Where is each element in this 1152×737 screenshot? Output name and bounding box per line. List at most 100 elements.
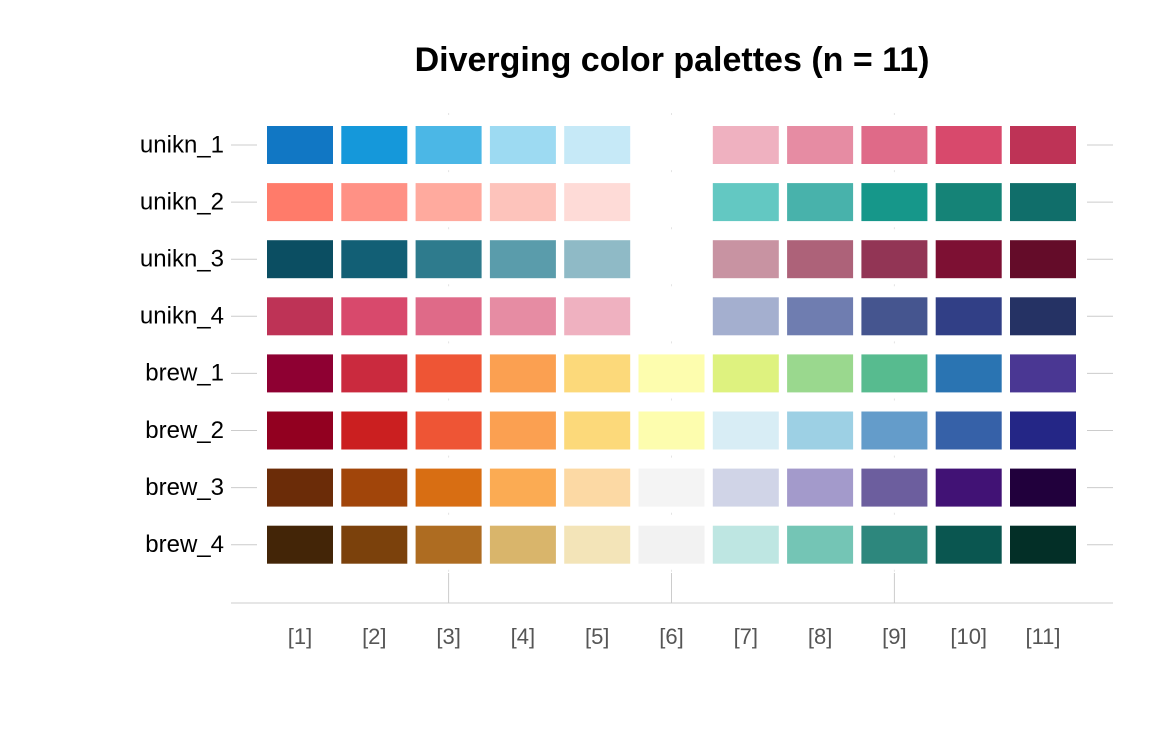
column-label: [3] [436,624,460,649]
color-tile [861,411,928,450]
color-tile [861,297,928,336]
row-label: brew_1 [145,360,224,387]
color-tile [341,297,408,336]
color-tile [415,297,482,336]
color-tile [935,468,1002,507]
column-label: [1] [288,624,312,649]
color-tile [1010,126,1076,164]
color-tile [787,354,854,393]
color-tile [341,468,408,507]
color-tile [1010,525,1076,564]
color-tile [564,525,631,564]
color-tile [1010,354,1076,393]
color-tile [787,297,854,336]
color-tile [935,240,1002,279]
color-tile [638,468,705,507]
color-tile [712,468,779,507]
color-tile [415,354,482,393]
row-label: unikn_3 [140,246,224,273]
color-tile [787,525,854,564]
column-label: [6] [659,624,683,649]
color-tile [415,240,482,279]
column-label: [11] [1025,624,1060,649]
color-tile [341,126,408,164]
color-tile [1010,297,1076,336]
color-tile [861,126,928,164]
row-label: unikn_4 [140,303,224,330]
color-tile [341,240,408,279]
color-tile [489,240,556,279]
color-tile [935,126,1002,164]
color-tile [341,183,408,222]
color-tile [861,525,928,564]
column-label: [7] [734,624,758,649]
color-tile [638,354,705,393]
color-tile [267,468,333,507]
color-tile [564,240,631,279]
color-tile [1010,240,1076,279]
color-tile [935,354,1002,393]
color-tile [415,468,482,507]
color-tile [935,297,1002,336]
color-tile [564,468,631,507]
row-label: unikn_2 [140,188,224,215]
color-tile [712,297,779,336]
color-tile [787,126,854,164]
color-tile [267,240,333,279]
color-tile [489,354,556,393]
color-tile [1010,183,1076,222]
column-label: [8] [808,624,832,649]
color-tile [712,411,779,450]
color-tile [489,297,556,336]
color-tile [489,468,556,507]
color-tile [935,411,1002,450]
color-tile [712,240,779,279]
row-label: brew_2 [145,417,224,444]
color-tile [787,468,854,507]
color-tile [415,183,482,222]
color-tile [1010,411,1076,450]
color-tile [935,525,1002,564]
color-tile [787,183,854,222]
color-tile [415,411,482,450]
column-label: [5] [585,624,609,649]
color-tile [267,297,333,336]
color-tile [267,183,333,222]
color-tile [861,240,928,279]
color-tile [787,411,854,450]
column-label: [10] [950,624,987,649]
color-tile [267,354,333,393]
color-tile [415,525,482,564]
color-tile [712,126,779,164]
chart-title: Diverging color palettes (n = 11) [415,41,930,79]
color-tile [489,411,556,450]
color-tile [638,525,705,564]
color-tile [787,240,854,279]
color-tile [341,525,408,564]
column-label: [4] [511,624,535,649]
color-tile [861,468,928,507]
color-tile [489,183,556,222]
color-tile [564,411,631,450]
column-label: [2] [362,624,386,649]
color-tile [489,525,556,564]
color-tile [341,354,408,393]
color-tile [489,126,556,164]
color-tile [415,126,482,164]
color-tile [861,183,928,222]
color-tile [935,183,1002,222]
color-tile [341,411,408,450]
row-label: unikn_1 [140,131,224,158]
color-tile [267,411,333,450]
color-tile [712,354,779,393]
row-label: brew_4 [145,531,224,558]
color-tile [267,525,333,564]
color-tile [1010,468,1076,507]
color-tile [564,126,631,164]
color-tile [267,126,333,164]
color-tile [712,183,779,222]
color-tile [564,297,631,336]
row-label: brew_3 [145,474,224,501]
column-label: [9] [882,624,906,649]
